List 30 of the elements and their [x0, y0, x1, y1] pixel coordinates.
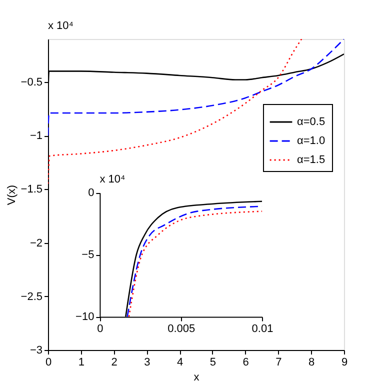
y-tick-label: −1.5	[20, 184, 42, 196]
text: x 10⁴	[48, 20, 74, 32]
y-tick-label: −2	[30, 237, 42, 250]
y-tick-label: −2.5	[20, 290, 42, 303]
y-tick-label: −0.5	[20, 76, 42, 88]
x-tick-label: 1	[78, 356, 84, 368]
annotation: x 10⁴	[100, 174, 126, 186]
line-series	[48, 39, 344, 136]
legend-label: α=1.5	[297, 154, 326, 166]
x-tick-label: 6	[242, 356, 249, 368]
x-tick-label: 0.005	[168, 323, 196, 336]
x-tick-label: 9	[341, 356, 348, 368]
x-tick-label: 0	[97, 323, 104, 336]
x-tick-label: 2	[111, 356, 118, 368]
legend-label: α=1.0	[297, 135, 326, 147]
x-tick-label: 8	[308, 356, 315, 368]
y-tick-label: −10	[76, 311, 94, 324]
x-tick-label: 5	[210, 356, 216, 368]
x-tick-label: 0	[45, 356, 52, 368]
x-tick-label: 4	[176, 356, 184, 368]
x-tick-label: 7	[276, 356, 282, 368]
x-tick-label: 0.01	[252, 323, 274, 336]
y-tick-label: −1	[30, 130, 42, 142]
x-axis-title: x	[194, 372, 200, 382]
y-tick-label: −5	[82, 249, 94, 262]
y-axis-title: V(x)	[6, 184, 18, 206]
x-tick-label: 3	[144, 356, 150, 368]
y-tick-label: 0	[88, 187, 94, 200]
y-tick-label: −3	[30, 344, 42, 356]
legend-label: α=0.5	[297, 116, 326, 128]
